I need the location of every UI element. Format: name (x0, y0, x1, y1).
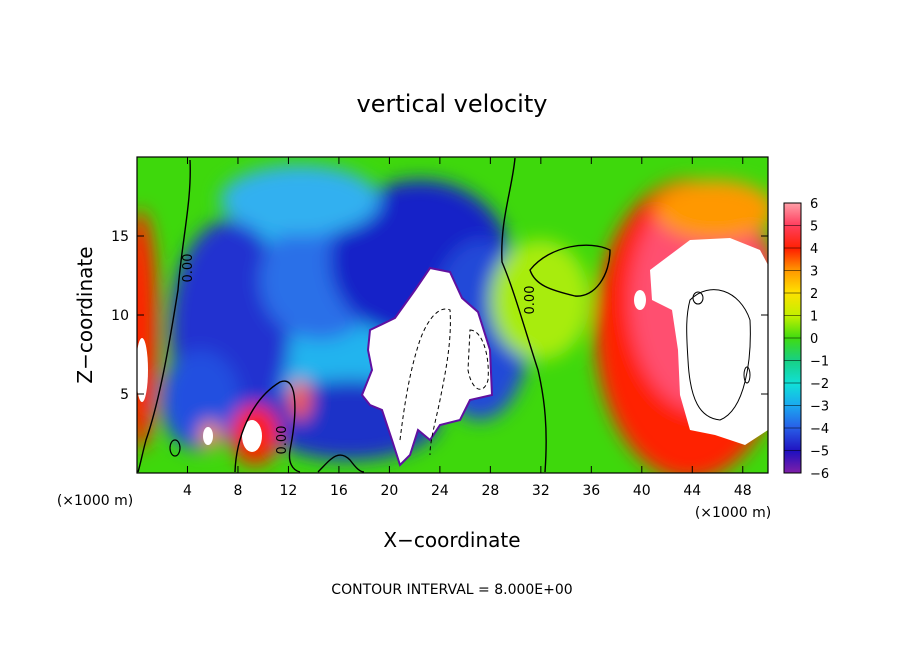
contour-label: 0.00 (275, 426, 290, 455)
chart-title: vertical velocity (357, 90, 548, 118)
colorbar-tick-label: 4 (810, 242, 818, 257)
contour-label: 0.00 (523, 286, 538, 315)
x-axis-label: X−coordinate (383, 528, 520, 552)
contour-interval-note: CONTOUR INTERVAL = 8.000E+00 (331, 582, 572, 598)
colorbar-tick-label: 5 (810, 220, 818, 235)
colorbar-tick-label: −2 (810, 377, 829, 392)
contour-labels: 0.00 0.00 0.00 (181, 254, 538, 455)
x-tick-label: 36 (582, 483, 600, 499)
x-unit-label-left: (×1000 m) (57, 493, 133, 509)
x-tick-label: 32 (532, 483, 550, 499)
x-tick-label: 40 (633, 483, 651, 499)
y-tick-label: 10 (111, 308, 129, 324)
colorbar-tick-label: 2 (810, 287, 818, 302)
x-tick-label: 12 (280, 483, 298, 499)
colorbar-tick-label: −5 (810, 445, 829, 460)
x-tick-label: 28 (481, 483, 499, 499)
y-axis: 5 10 15 (111, 229, 768, 403)
colorbar-tick-label: 0 (810, 332, 818, 347)
x-tick-label: 48 (734, 483, 752, 499)
colorbar-tick-label: −6 (810, 467, 829, 482)
x-tick-label: 20 (380, 483, 398, 499)
x-tick-label: 16 (330, 483, 348, 499)
x-tick-label: 4 (183, 483, 192, 499)
x-tick-label: 44 (683, 483, 701, 499)
x-axis: 4 8 12 16 20 24 28 32 36 40 44 48 (183, 157, 752, 499)
colorbar-ticks: 6 5 4 3 2 1 0 −1 −2 −3 −4 −5 −6 (784, 197, 829, 482)
colorbar-tick-label: −1 (810, 355, 829, 370)
x-tick-label: 8 (233, 483, 242, 499)
colorbar-tick-label: 6 (810, 197, 818, 212)
colorbar-tick-label: 3 (810, 265, 818, 280)
velocity-field (137, 157, 768, 473)
y-axis-label: Z−coordinate (73, 246, 97, 383)
colorbar-tick-label: 1 (810, 310, 818, 325)
colorbar-tick-label: −3 (810, 400, 829, 415)
contour-label: 0.00 (181, 254, 196, 283)
y-tick-label: 15 (111, 229, 129, 245)
x-unit-label-right: (×1000 m) (695, 505, 771, 521)
colorbar-tick-label: −4 (810, 422, 829, 437)
y-tick-label: 5 (120, 387, 129, 403)
x-tick-label: 24 (431, 483, 449, 499)
